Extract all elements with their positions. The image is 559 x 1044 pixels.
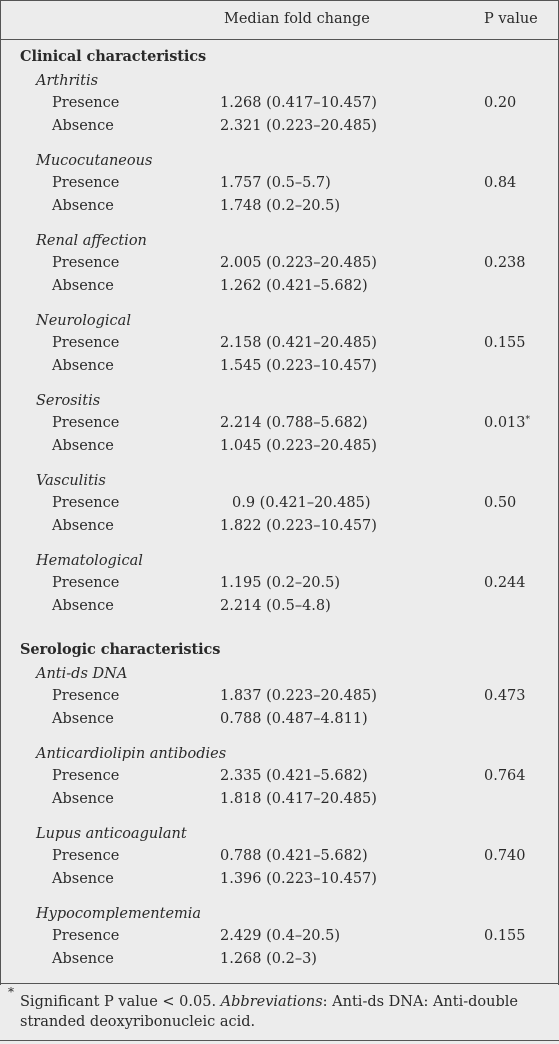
p-value-cell: 0.473 (484, 687, 526, 705)
p-value: 0.155 (484, 335, 526, 351)
row-median-value: 1.837 (0.223–20.485) (220, 688, 377, 704)
row-label: Presence (52, 175, 120, 191)
row-median-value: 2.005 (0.223–20.485) (220, 255, 377, 271)
row-median-value: 1.757 (0.5–5.7) (220, 175, 331, 191)
bottom-rule (0, 983, 559, 984)
p-value-cell: 0.50 (484, 494, 516, 512)
p-value: 0.84 (484, 175, 517, 191)
p-value: 0.764 (484, 768, 526, 784)
row-median-value: 2.429 (0.4–20.5) (220, 928, 341, 944)
row-label: Absence (52, 278, 114, 294)
p-value-cell: 0.740 (484, 847, 526, 865)
row-median-value: 2.214 (0.5–4.8) (220, 598, 331, 614)
footnote-text-2: : Anti-ds DNA: Anti-double (322, 994, 518, 1010)
p-value-cell: 0.244 (484, 574, 526, 592)
p-value: 0.50 (484, 495, 517, 511)
row-label: Presence (52, 768, 120, 784)
row-label: Absence (52, 871, 114, 887)
row-label: Presence (52, 688, 120, 704)
category-name: Neurological (36, 313, 131, 329)
row-median-value: 1.748 (0.2–20.5) (220, 198, 341, 214)
p-value: 0.740 (484, 848, 526, 864)
row-median-value: 2.335 (0.421–5.682) (220, 768, 368, 784)
p-value-cell: 0.155 (484, 334, 526, 352)
row-label: Presence (52, 848, 120, 864)
significance-marker: * (525, 415, 531, 425)
p-value-cell: 0.764 (484, 767, 526, 785)
row-median-value: 0.788 (0.487–4.811) (220, 711, 368, 727)
category-name: Hematological (36, 553, 143, 569)
row-label: Absence (52, 438, 114, 454)
row-median-value: 1.818 (0.417–20.485) (220, 791, 377, 807)
footnote-line-2: stranded deoxyribonucleic acid. (20, 1014, 256, 1030)
row-label: Absence (52, 518, 114, 534)
footnote-text-1: Significant P value < 0.05. (20, 994, 221, 1010)
category-name: Serositis (36, 393, 101, 409)
category-name: Mucocutaneous (36, 153, 153, 169)
header-median: Median fold change (224, 11, 370, 27)
p-value: 0.244 (484, 575, 526, 591)
row-median-value: 1.822 (0.223–10.457) (220, 518, 377, 534)
p-value: 0.013 (484, 415, 526, 431)
category-name: Renal affection (36, 233, 147, 249)
p-value-cell: 0.013* (484, 414, 530, 434)
final-rule (0, 1040, 559, 1041)
category-name: Lupus anticoagulant (36, 826, 187, 842)
category-name: Vasculitis (36, 473, 106, 489)
footnote-line-1: Significant P value < 0.05. Abbreviation… (20, 992, 518, 1012)
row-label: Absence (52, 198, 114, 214)
category-name: Arthritis (36, 73, 99, 89)
row-label: Presence (52, 495, 120, 511)
header-rule (0, 39, 559, 40)
p-value-cell: 0.20 (484, 94, 516, 112)
row-label: Presence (52, 415, 120, 431)
p-value: 0.238 (484, 255, 526, 271)
row-label: Absence (52, 358, 114, 374)
top-rule (0, 0, 559, 1)
p-value: 0.155 (484, 928, 526, 944)
footnote-marker: * (8, 985, 14, 999)
category-name: Anti-ds DNA (36, 666, 128, 682)
row-median-value: 1.268 (0.417–10.457) (220, 95, 377, 111)
row-label: Absence (52, 711, 114, 727)
category-name: Hypocomplementemia (36, 906, 202, 922)
row-median-value: 1.262 (0.421–5.682) (220, 278, 368, 294)
row-median-value: 1.268 (0.2–3) (220, 951, 317, 967)
row-median-value: 2.214 (0.788–5.682) (220, 415, 368, 431)
category-name: Anticardiolipin antibodies (36, 746, 227, 762)
row-median-value: 1.396 (0.223–10.457) (220, 871, 377, 887)
p-value-cell: 0.155 (484, 927, 526, 945)
row-label: Presence (52, 255, 120, 271)
row-median-value: 1.045 (0.223–20.485) (220, 438, 377, 454)
row-label: Absence (52, 951, 114, 967)
p-value-cell: 0.238 (484, 254, 526, 272)
row-label: Absence (52, 118, 114, 134)
left-rule (0, 0, 1, 1041)
row-median-value: 2.158 (0.421–20.485) (220, 335, 377, 351)
footnote-abbr-label: Abbreviations (220, 994, 323, 1010)
p-value: 0.473 (484, 688, 526, 704)
row-median-value: 1.195 (0.2–20.5) (220, 575, 341, 591)
footnote: * Significant P value < 0.05. Abbreviati… (0, 985, 559, 1040)
row-label: Presence (52, 575, 120, 591)
row-median-value: 0.9 (0.421–20.485) (232, 495, 371, 511)
row-median-value: 0.788 (0.421–5.682) (220, 848, 368, 864)
row-label: Presence (52, 335, 120, 351)
group-title: Clinical characteristics (20, 48, 207, 65)
group-title: Serologic characteristics (20, 641, 221, 658)
row-median-value: 2.321 (0.223–20.485) (220, 118, 377, 134)
row-label: Presence (52, 95, 120, 111)
p-value-cell: 0.84 (484, 174, 516, 192)
row-label: Absence (52, 791, 114, 807)
row-median-value: 1.545 (0.223–10.457) (220, 358, 377, 374)
p-value: 0.20 (484, 95, 517, 111)
row-label: Absence (52, 598, 114, 614)
row-label: Presence (52, 928, 120, 944)
header-p-value: P value (484, 11, 538, 27)
